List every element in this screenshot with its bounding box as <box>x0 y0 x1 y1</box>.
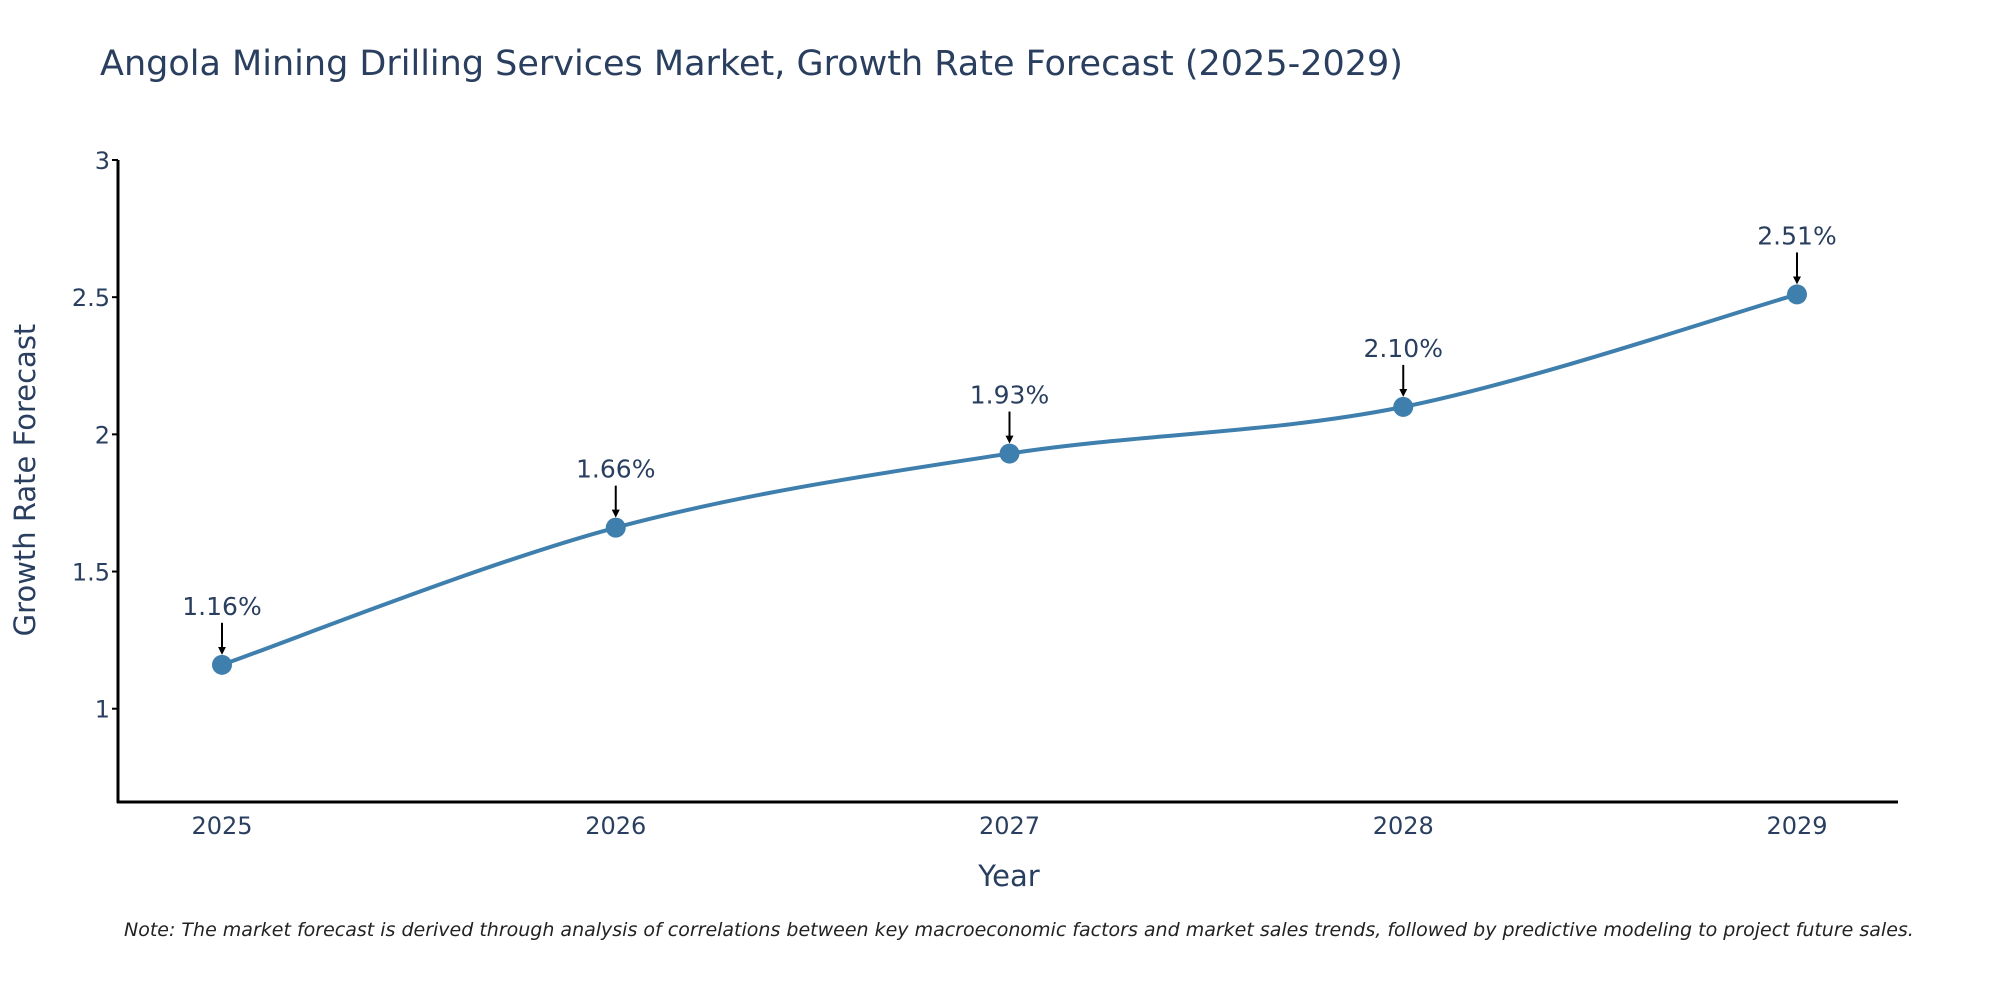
annotations: 1.16% 1.66% 1.93% 2.10% 2.51% <box>182 221 1837 655</box>
data-point[interactable] <box>212 654 232 675</box>
x-tick-label: 2029 <box>1766 812 1827 840</box>
data-label: 1.16% <box>182 592 261 621</box>
y-tick-label: 3 <box>95 147 110 175</box>
chart-title: Angola Mining Drilling Services Market, … <box>100 44 1403 84</box>
data-label: 2.51% <box>1757 221 1836 250</box>
x-tick-label: 2027 <box>979 812 1040 840</box>
footnote: Note: The market forecast is derived thr… <box>124 919 1914 941</box>
x-tick-label: 2025 <box>191 812 252 840</box>
tick-labels: 1 1.5 2 2.5 3 2025 2026 2027 2028 2029 <box>72 147 1828 840</box>
x-tick-label: 2026 <box>585 812 646 840</box>
x-axis-title: Year <box>977 859 1039 893</box>
x-tick-label: 2028 <box>1373 812 1434 840</box>
series-line <box>221 292 1798 667</box>
data-point[interactable] <box>1393 396 1414 417</box>
y-tick-label: 2.5 <box>72 284 110 312</box>
axes <box>112 159 1898 804</box>
y-tick-label: 1 <box>95 696 110 724</box>
y-tick-label: 2 <box>95 421 110 449</box>
data-point[interactable] <box>605 517 626 538</box>
y-tick-label: 1.5 <box>72 559 110 587</box>
series <box>212 284 1807 675</box>
data-point[interactable] <box>1787 284 1807 305</box>
data-label: 1.66% <box>576 455 655 484</box>
data-point[interactable] <box>999 443 1020 464</box>
data-label: 1.93% <box>970 381 1049 410</box>
data-label: 2.10% <box>1364 334 1443 363</box>
y-axis-title: Growth Rate Forecast <box>8 324 42 637</box>
